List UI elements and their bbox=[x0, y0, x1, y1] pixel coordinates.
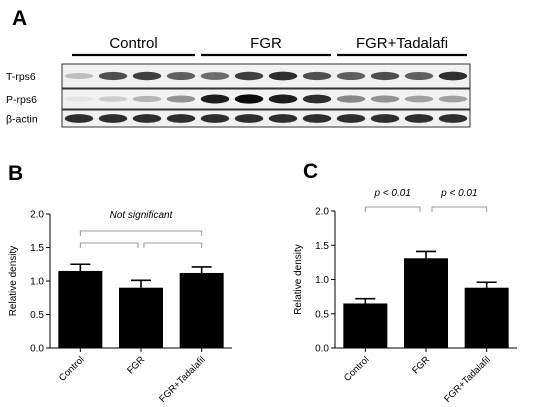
blot-band bbox=[370, 95, 400, 103]
y-tick-label: 1.5 bbox=[315, 241, 329, 252]
blot-row-label: β-actin bbox=[6, 114, 38, 126]
significance-bracket bbox=[79, 242, 139, 248]
significance-label: p < 0.01 bbox=[373, 188, 410, 199]
bar bbox=[179, 272, 224, 348]
blot-membrane bbox=[61, 88, 471, 110]
blot-band bbox=[302, 94, 332, 104]
blot-row: β-actin bbox=[6, 109, 471, 128]
y-axis-label: Relative density bbox=[293, 244, 304, 315]
category-label: Control bbox=[57, 354, 86, 383]
blot-rows: T-rps6 P-rps6 β-actin bbox=[6, 63, 471, 128]
blot-band bbox=[98, 71, 128, 81]
bar bbox=[119, 287, 163, 348]
category-label: FGR+Tadalafil bbox=[157, 354, 208, 405]
blot-band bbox=[268, 94, 298, 104]
panel-a: A Control FGR FGR+Tadalafi T-rps6 P-rps6 β-a… bbox=[6, 7, 471, 128]
lane-group-label: FGR bbox=[250, 35, 282, 52]
blot-band bbox=[404, 95, 434, 103]
blot-band bbox=[302, 71, 332, 81]
blot-band bbox=[64, 96, 94, 102]
significance-label: p < 0.01 bbox=[440, 188, 477, 199]
blot-band bbox=[166, 114, 196, 123]
blot-band bbox=[438, 114, 468, 123]
blot-band bbox=[132, 71, 162, 81]
y-tick-label: 0.0 bbox=[315, 344, 329, 355]
y-tick-label: 1.0 bbox=[30, 277, 44, 288]
blot-band bbox=[98, 114, 128, 123]
blot-band bbox=[268, 114, 298, 123]
y-tick-label: 1.0 bbox=[315, 275, 329, 286]
bar bbox=[464, 287, 509, 348]
blot-row: T-rps6 bbox=[6, 63, 471, 89]
blot-band bbox=[200, 114, 230, 123]
y-tick-label: 0.0 bbox=[30, 344, 44, 355]
blot-band bbox=[404, 72, 434, 80]
blot-band bbox=[370, 114, 400, 123]
blot-band bbox=[132, 95, 162, 103]
panel-b-label: B bbox=[8, 162, 23, 185]
lane-group-headers: Control FGR FGR+Tadalafi bbox=[72, 35, 467, 57]
lane-group-label: FGR+Tadalafi bbox=[356, 35, 448, 52]
blot-band bbox=[438, 71, 468, 81]
blot-row-label: T-rps6 bbox=[6, 71, 36, 83]
significance-bracket bbox=[364, 206, 421, 212]
significance-label: Not significant bbox=[110, 210, 174, 221]
blot-band bbox=[370, 71, 400, 81]
blot-band bbox=[336, 114, 366, 123]
blot-band bbox=[234, 94, 264, 104]
significance-bracket bbox=[79, 230, 203, 236]
blot-row: P-rps6 bbox=[6, 88, 471, 110]
panel-b: B 0.0 0.5 1.0 1.5 2.0 Relative density Control… bbox=[8, 162, 232, 405]
panel-a-label: A bbox=[12, 7, 27, 30]
bar bbox=[58, 270, 103, 348]
blot-membrane bbox=[61, 109, 471, 128]
blot-membrane bbox=[61, 63, 471, 89]
y-tick-label: 2.0 bbox=[315, 207, 329, 218]
blot-band bbox=[336, 95, 366, 103]
blot-band bbox=[302, 114, 332, 123]
blot-band bbox=[336, 72, 366, 80]
blot-row-label: P-rps6 bbox=[6, 94, 37, 106]
significance-bracket bbox=[431, 206, 488, 212]
bar bbox=[343, 303, 388, 348]
blot-band bbox=[268, 71, 298, 81]
blot-band bbox=[234, 71, 264, 81]
bar bbox=[404, 258, 448, 348]
panel-c: C 0.0 0.5 1.0 1.5 2.0 Relative density Control… bbox=[293, 160, 517, 405]
y-axis-label: Relative density bbox=[8, 246, 19, 317]
blot-band bbox=[132, 114, 162, 123]
blot-band bbox=[166, 95, 196, 103]
blot-band bbox=[200, 72, 230, 80]
blot-band bbox=[166, 72, 196, 80]
blot-band bbox=[438, 95, 468, 103]
category-label: FGR bbox=[410, 354, 432, 376]
significance-bracket bbox=[143, 242, 203, 248]
blot-band bbox=[234, 114, 264, 123]
category-label: FGR+Tadalafil bbox=[442, 354, 493, 405]
blot-band bbox=[404, 114, 434, 123]
lane-group-label: Control bbox=[109, 35, 157, 52]
blot-band bbox=[64, 114, 94, 123]
category-label: FGR bbox=[125, 354, 147, 376]
y-tick-label: 1.5 bbox=[30, 243, 44, 254]
blot-band bbox=[200, 94, 230, 104]
blot-band bbox=[64, 72, 94, 80]
category-label: Control bbox=[342, 354, 371, 383]
y-tick-label: 2.0 bbox=[30, 210, 44, 221]
y-tick-label: 0.5 bbox=[30, 310, 44, 321]
panel-c-label: C bbox=[303, 160, 318, 183]
blot-band bbox=[98, 96, 128, 102]
y-tick-label: 0.5 bbox=[315, 309, 329, 320]
